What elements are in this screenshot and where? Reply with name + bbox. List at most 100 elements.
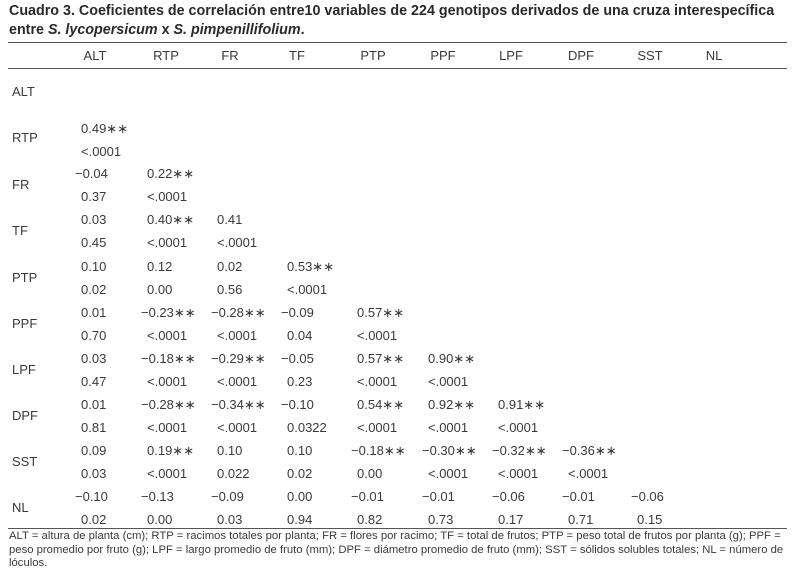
header-rule: [8, 68, 787, 69]
probability-value: 0.02: [81, 512, 107, 527]
correlation-value: −0.36∗∗: [562, 443, 617, 458]
correlation-value: 0.10: [81, 259, 107, 274]
correlation-value: −0.10: [75, 489, 108, 504]
correlation-value: 0.00: [287, 489, 313, 504]
correlation-value: 0.57∗∗: [357, 305, 405, 320]
probability-value: <.0001: [81, 144, 122, 159]
correlation-value: 0.41: [217, 212, 243, 227]
correlation-value: −0.04: [75, 166, 108, 181]
correlation-value: −0.09: [281, 305, 314, 320]
correlation-value: −0.01: [562, 489, 595, 504]
correlation-value: 0.03: [81, 212, 107, 227]
column-header-nl: NL: [705, 48, 723, 63]
probability-value: 0.02: [81, 282, 107, 297]
row-label-lpf: LPF: [12, 362, 36, 377]
probability-value: <.0001: [217, 374, 258, 389]
correlation-value: −0.28∗∗: [141, 397, 196, 412]
probability-value: 0.15: [637, 512, 663, 527]
correlation-value: −0.05: [281, 351, 314, 366]
probability-value: <.0001: [357, 374, 398, 389]
correlation-value: −0.10: [281, 397, 314, 412]
probability-value: 0.0322: [287, 420, 327, 435]
column-header-sst: SST: [637, 48, 663, 63]
correlation-value: 0.54∗∗: [357, 397, 405, 412]
correlation-value: −0.30∗∗: [422, 443, 477, 458]
probability-value: <.0001: [357, 328, 398, 343]
probability-value: 0.70: [81, 328, 107, 343]
probability-value: <.0001: [147, 235, 188, 250]
probability-value: <.0001: [147, 189, 188, 204]
correlation-value: 0.53∗∗: [287, 259, 335, 274]
probability-value: <.0001: [498, 420, 539, 435]
row-label-ppf: PPF: [12, 316, 38, 331]
correlation-value: 0.22∗∗: [147, 166, 195, 181]
table-footnote: ALT = altura de planta (cm); RTP = racim…: [9, 530, 784, 570]
row-label-fr: FR: [12, 177, 30, 192]
correlation-value: −0.34∗∗: [211, 397, 266, 412]
probability-value: <.0001: [217, 328, 258, 343]
probability-value: 0.04: [287, 328, 313, 343]
correlation-value: −0.28∗∗: [211, 305, 266, 320]
probability-value: <.0001: [428, 420, 469, 435]
probability-value: 0.00: [147, 282, 173, 297]
row-label-sst: SST: [12, 454, 38, 469]
column-header-rtp: RTP: [153, 48, 179, 63]
probability-value: <.0001: [498, 466, 539, 481]
probability-value: <.0001: [147, 466, 188, 481]
probability-value: <.0001: [287, 282, 328, 297]
probability-value: 0.56: [217, 282, 243, 297]
correlation-value: 0.90∗∗: [428, 351, 476, 366]
probability-value: <.0001: [147, 420, 188, 435]
probability-value: 0.47: [81, 374, 107, 389]
correlation-value: 0.10: [217, 443, 243, 458]
probability-value: 0.71: [568, 512, 594, 527]
row-label-tf: TF: [12, 223, 28, 238]
row-label-rtp: RTP: [12, 130, 38, 145]
correlation-value: −0.01: [422, 489, 455, 504]
probability-value: <.0001: [357, 420, 398, 435]
correlation-value: 0.92∗∗: [428, 397, 476, 412]
probability-value: 0.82: [357, 512, 383, 527]
column-header-dpf: DPF: [568, 48, 594, 63]
column-header-ppf: PPF: [430, 48, 456, 63]
correlation-value: 0.01: [81, 397, 107, 412]
correlation-value: −0.18∗∗: [141, 351, 196, 366]
correlation-value: 0.02: [217, 259, 243, 274]
probability-value: 0.81: [81, 420, 107, 435]
correlation-value: −0.29∗∗: [211, 351, 266, 366]
correlation-value: −0.01: [351, 489, 384, 504]
correlation-value: 0.12: [147, 259, 173, 274]
row-label-dpf: DPF: [12, 408, 38, 423]
probability-value: 0.03: [81, 466, 107, 481]
probability-value: 0.022: [217, 466, 250, 481]
correlation-value: 0.40∗∗: [147, 212, 195, 227]
correlation-value: 0.91∗∗: [498, 397, 546, 412]
probability-value: 0.00: [147, 512, 173, 527]
top-rule: [8, 42, 787, 43]
correlation-value: 0.19∗∗: [147, 443, 195, 458]
probability-value: 0.17: [498, 512, 524, 527]
correlation-value: −0.09: [211, 489, 244, 504]
probability-value: 0.37: [81, 189, 107, 204]
row-label-nl: NL: [12, 500, 29, 515]
probability-value: 0.02: [287, 466, 313, 481]
correlation-value: 0.03: [81, 351, 107, 366]
column-header-lpf: LPF: [499, 48, 523, 63]
correlation-value: −0.18∗∗: [351, 443, 406, 458]
correlation-value: −0.06: [492, 489, 525, 504]
probability-value: <.0001: [428, 374, 469, 389]
probability-value: 0.45: [81, 235, 107, 250]
column-header-ptp: PTP: [360, 48, 386, 63]
row-label-alt: ALT: [12, 84, 35, 99]
column-header-alt: ALT: [83, 48, 107, 63]
correlation-value: 0.01: [81, 305, 107, 320]
row-label-ptp: PTP: [12, 270, 38, 285]
correlation-value: −0.23∗∗: [141, 305, 196, 320]
correlation-value: −0.06: [631, 489, 664, 504]
probability-value: <.0001: [147, 328, 188, 343]
probability-value: <.0001: [428, 466, 469, 481]
correlation-value: 0.57∗∗: [357, 351, 405, 366]
correlation-value: 0.49∗∗: [81, 121, 129, 136]
bottom-rule: [8, 528, 787, 529]
probability-value: <.0001: [217, 235, 258, 250]
